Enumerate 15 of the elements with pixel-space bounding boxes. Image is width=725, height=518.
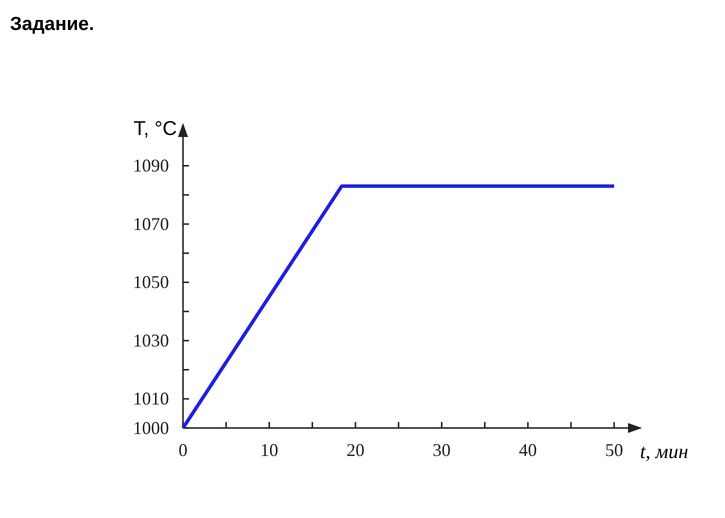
x-tick-label: 20	[346, 440, 364, 460]
y-axis-title: T, °C	[133, 118, 177, 140]
y-tick-label: 1070	[133, 214, 169, 234]
x-axis-title: t, мин	[640, 441, 688, 463]
x-tick-label: 30	[432, 440, 451, 460]
x-tick-label: 0	[178, 440, 188, 460]
x-tick-label: 50	[605, 440, 624, 460]
x-tick-label: 10	[260, 440, 278, 460]
y-tick-label: 1050	[133, 272, 169, 292]
y-tick-label: 1010	[133, 388, 169, 409]
chart-title: Задание.	[10, 14, 94, 35]
y-tick-label: 1090	[133, 156, 169, 176]
y-tick-label: 1030	[133, 330, 169, 350]
x-tick-label: 40	[518, 440, 537, 460]
y-tick-label: 1000	[133, 418, 169, 438]
